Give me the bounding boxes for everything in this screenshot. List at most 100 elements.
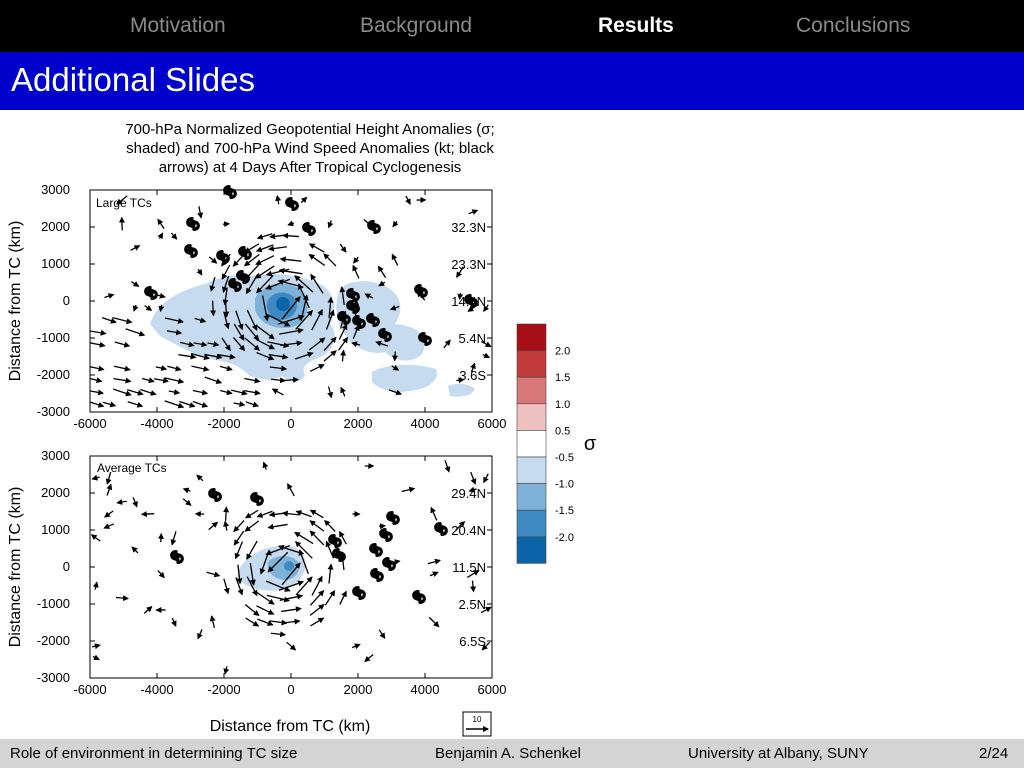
wind-arrow bbox=[483, 304, 490, 313]
wind-arrow bbox=[204, 353, 223, 360]
wind-arrow bbox=[323, 350, 337, 362]
tc-symbol bbox=[208, 488, 222, 502]
wind-arrow bbox=[309, 520, 325, 532]
wind-arrow bbox=[254, 265, 275, 279]
wind-arrow bbox=[308, 243, 325, 253]
wind-arrow bbox=[167, 365, 182, 372]
wind-arrow bbox=[244, 604, 260, 617]
wind-arrow bbox=[480, 606, 492, 614]
wind-arrow bbox=[309, 604, 325, 616]
x-tick-label: -6000 bbox=[73, 416, 106, 431]
wind-arrow bbox=[132, 497, 138, 508]
wind-arrow bbox=[481, 641, 491, 651]
wind-arrow bbox=[116, 499, 127, 505]
wind-arrow bbox=[295, 576, 313, 596]
nav-motivation[interactable]: Motivation bbox=[130, 14, 226, 37]
wind-arrow bbox=[279, 327, 304, 335]
shade-low-large-se bbox=[372, 364, 437, 392]
x-tick-label: 6000 bbox=[478, 416, 507, 431]
wind-arrow bbox=[327, 563, 334, 584]
wind-arrow bbox=[308, 337, 326, 351]
wind-arrow bbox=[157, 232, 164, 240]
wind-arrow bbox=[140, 388, 157, 396]
colorbar-swatch bbox=[516, 509, 547, 538]
wind-arrow bbox=[377, 265, 387, 278]
y-tick-label: 2000 bbox=[41, 219, 70, 234]
footer-institution: University at Albany, SUNY bbox=[688, 745, 869, 762]
wind-arrow bbox=[391, 253, 399, 266]
wind-arrow bbox=[157, 218, 165, 230]
wind-arrow bbox=[278, 580, 305, 591]
wind-arrow bbox=[278, 314, 305, 325]
wind-arrow bbox=[352, 324, 360, 339]
y-tick-label: 1000 bbox=[41, 256, 70, 271]
colorbar-level-label: 1.5 bbox=[555, 372, 570, 384]
wind-arrows-large bbox=[90, 194, 492, 409]
y-tick-label: -1000 bbox=[37, 330, 70, 345]
colorbar-level-label: 1.0 bbox=[555, 399, 570, 411]
wind-arrow bbox=[197, 206, 204, 219]
wind-arrow bbox=[325, 309, 335, 330]
wind-arrow bbox=[106, 483, 113, 496]
tc-symbol bbox=[184, 244, 198, 258]
wind-arrow bbox=[90, 534, 101, 542]
wind-arrow bbox=[283, 376, 300, 383]
wind-arrow bbox=[267, 341, 290, 349]
nav-results[interactable]: Results bbox=[598, 14, 674, 37]
wind-arrow bbox=[140, 511, 155, 518]
wind-arrow bbox=[271, 388, 284, 396]
tc-symbol bbox=[144, 286, 158, 300]
shading-average bbox=[90, 459, 492, 675]
wind-arrow bbox=[279, 593, 304, 601]
nav-background[interactable]: Background bbox=[360, 14, 473, 37]
wind-arrow bbox=[265, 268, 290, 277]
wind-arrow bbox=[208, 521, 219, 531]
wind-arrow bbox=[286, 641, 297, 651]
wind-arrow bbox=[191, 365, 210, 372]
lat-label-large-1: 32.3N bbox=[451, 220, 486, 235]
tc-symbol bbox=[367, 220, 381, 234]
wind-arrow bbox=[193, 341, 208, 348]
wind-arrow bbox=[192, 389, 209, 396]
wind-arrow bbox=[223, 506, 230, 521]
wind-arrow bbox=[112, 388, 132, 397]
figure-svg: 700-hPa Normalized Geopotential Height A… bbox=[7, 121, 597, 737]
wind-arrow bbox=[157, 532, 164, 543]
wind-arrow bbox=[311, 575, 323, 596]
wind-arrow bbox=[309, 364, 325, 372]
wind-arrow bbox=[256, 351, 275, 361]
reference-vector: 10 bbox=[462, 711, 492, 737]
wind-arrow bbox=[339, 286, 346, 306]
wind-arrow bbox=[208, 256, 218, 264]
wind-arrow bbox=[115, 595, 129, 602]
panel-label-large: Large TCs bbox=[96, 196, 152, 210]
wind-arrow bbox=[261, 295, 270, 322]
wind-arrow bbox=[392, 351, 399, 362]
wind-arrow bbox=[92, 581, 99, 590]
wind-arrow bbox=[255, 338, 276, 350]
wind-arrow bbox=[456, 266, 464, 278]
wind-arrow bbox=[221, 337, 231, 352]
y-tick-label: 1000 bbox=[41, 522, 70, 537]
colorbar-swatch bbox=[516, 323, 547, 351]
wind-arrow bbox=[378, 629, 386, 640]
wind-arrow bbox=[196, 268, 203, 276]
wind-arrow bbox=[91, 474, 100, 481]
wind-arrow bbox=[483, 473, 489, 484]
wind-arrow bbox=[170, 531, 177, 546]
wind-arrow bbox=[482, 352, 491, 359]
nav-conclusions[interactable]: Conclusions bbox=[796, 14, 911, 37]
wind-arrow bbox=[164, 317, 185, 324]
wind-arrow bbox=[455, 520, 466, 531]
colorbar-swatch bbox=[516, 456, 547, 484]
lat-label-large-4: 5.4N bbox=[459, 331, 486, 346]
wind-arrow bbox=[158, 304, 165, 313]
wind-arrow bbox=[364, 293, 374, 299]
wind-arrow bbox=[323, 253, 337, 267]
wind-arrow bbox=[430, 506, 438, 521]
wind-arrow bbox=[118, 216, 125, 231]
tc-symbol bbox=[223, 185, 237, 199]
wind-arrow bbox=[207, 341, 220, 348]
wind-arrow bbox=[308, 254, 326, 266]
wind-arrow bbox=[231, 389, 248, 396]
